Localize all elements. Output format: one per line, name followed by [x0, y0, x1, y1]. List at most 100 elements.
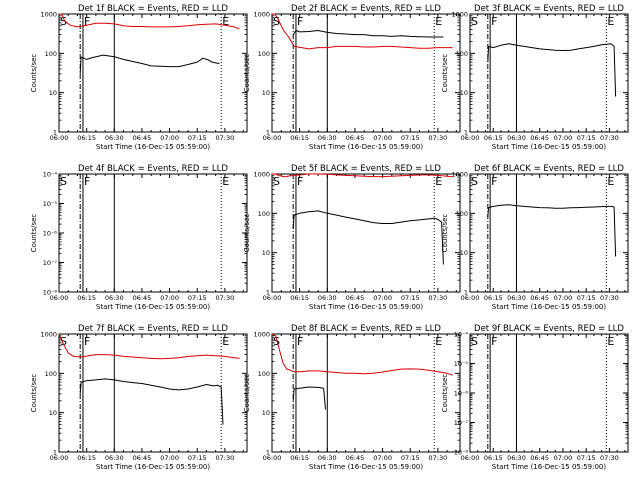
x-tick-label: 06:15: [77, 294, 96, 302]
x-tick-label: 07:00: [554, 294, 573, 302]
plot-frame: [271, 333, 461, 453]
marker-e: E: [607, 15, 614, 28]
x-tick-label: 06:45: [346, 294, 365, 302]
series-events-line: [292, 210, 444, 265]
x-tick-label: 06:45: [530, 454, 549, 462]
y-tick-label: 1: [53, 129, 57, 137]
x-tick-label: 06:30: [105, 134, 124, 142]
x-tick-label: 06:15: [77, 134, 96, 142]
x-tick-label: 06:45: [133, 454, 152, 462]
y-tick-label: 10⁻⁶: [454, 390, 469, 398]
panel-det-7f: Det 7f BLACK = Events, RED = LLD 06:00 06:…: [30, 324, 248, 471]
x-axis-label: Start Time (16-Dec-15 05:59:00): [492, 143, 606, 151]
x-tick-label: 07:15: [577, 454, 596, 462]
y-tick-label: 10⁻⁸: [454, 449, 469, 457]
marker-f: F: [84, 335, 90, 348]
y-tick-label: 1000: [451, 11, 468, 19]
x-tick-label: 07:30: [216, 134, 235, 142]
series-lld-line: [271, 333, 453, 376]
y-tick-label: 1: [464, 289, 468, 297]
x-tick-label: 06:00: [461, 134, 480, 142]
panel-title: Det 4f BLACK = Events, RED = LLD: [78, 164, 228, 174]
y-axis-label: Counts/sec: [30, 214, 38, 253]
marker-s: S: [273, 175, 280, 188]
y-tick-label: 10⁻⁶: [43, 230, 58, 238]
y-tick-label: 10⁻⁵: [454, 360, 469, 368]
marker-s: S: [471, 335, 478, 348]
plot-frame: [469, 173, 629, 293]
x-axis-label: Start Time (16-Dec-15 05:59:00): [96, 143, 210, 151]
y-tick-label: 1000: [253, 11, 270, 19]
y-tick-label: 1000: [451, 171, 468, 179]
x-tick-label: 06:15: [484, 134, 503, 142]
y-tick-label: 1: [464, 129, 468, 137]
x-axis-label: Start Time (16-Dec-15 05:59:00): [309, 303, 423, 311]
y-tick-label: 10⁻⁴: [43, 171, 58, 179]
y-tick-label: 1: [266, 129, 270, 137]
x-axis-label: Start Time (16-Dec-15 05:59:00): [96, 463, 210, 471]
x-tick-label: 07:00: [373, 294, 392, 302]
marker-s: S: [60, 15, 67, 28]
x-tick-label: 07:15: [401, 134, 420, 142]
marker-f: F: [491, 15, 497, 28]
series-lld-line: [272, 13, 453, 50]
y-tick-label: 10⁻⁵: [43, 200, 58, 208]
panel-det-1f: Det 1f BLACK = Events, RED = LLD 06:00 06:…: [30, 4, 248, 151]
panel-det-2f: Det 2f BLACK = Events, RED = LLD 06:00 06:…: [243, 4, 461, 151]
y-tick-label: 1000: [253, 331, 270, 339]
marker-f: F: [297, 175, 303, 188]
x-tick-label: 06:15: [484, 294, 503, 302]
x-tick-label: 07:30: [600, 134, 619, 142]
panel-det-4f: Det 4f BLACK = Events, RED = LLD 06:00 06:…: [30, 164, 248, 311]
x-tick-label: 06:45: [346, 454, 365, 462]
marker-s: S: [471, 15, 478, 28]
x-tick-label: 06:00: [461, 454, 480, 462]
panel-title: Det 2f BLACK = Events, RED = LLD: [291, 4, 441, 14]
y-tick-label: 100: [456, 50, 468, 58]
x-axis-label: Start Time (16-Dec-15 05:59:00): [309, 463, 423, 471]
x-tick-label: 06:00: [50, 134, 69, 142]
x-tick-label: 06:00: [50, 454, 69, 462]
x-tick-label: 06:30: [507, 294, 526, 302]
marker-e: E: [435, 15, 442, 28]
x-tick-label: 07:15: [577, 294, 596, 302]
y-axis-label: Counts/sec: [441, 374, 449, 413]
panel-det-6f: Det 6f BLACK = Events, RED = LLD 06:00 06:…: [441, 164, 629, 311]
x-tick-label: 06:30: [105, 294, 124, 302]
y-tick-label: 10: [49, 409, 57, 417]
y-axis-label: Counts/sec: [243, 214, 251, 253]
series-events-line: [292, 30, 444, 38]
x-tick-label: 07:15: [188, 134, 207, 142]
x-tick-label: 06:30: [318, 134, 337, 142]
x-axis-label: Start Time (16-Dec-15 05:59:00): [492, 303, 606, 311]
plot-frame: [58, 13, 248, 133]
y-tick-label: 100: [45, 370, 57, 378]
y-axis-label: Counts/sec: [30, 54, 38, 93]
y-axis-label: Counts/sec: [243, 54, 251, 93]
y-tick-label: 10⁻⁷: [454, 419, 469, 427]
x-tick-label: 07:00: [554, 134, 573, 142]
x-tick-label: 07:30: [600, 454, 619, 462]
x-tick-label: 06:30: [507, 134, 526, 142]
x-tick-label: 07:30: [600, 294, 619, 302]
panel-det-5f: Det 5f BLACK = Events, RED = LLD 06:00 06:…: [243, 164, 461, 311]
x-tick-label: 06:00: [263, 294, 282, 302]
plot-frame: [271, 173, 461, 293]
marker-e: E: [222, 335, 229, 348]
y-tick-label: 10⁻⁸: [43, 289, 58, 297]
marker-e: E: [435, 175, 442, 188]
series-events-line: [487, 43, 617, 97]
marker-s: S: [60, 335, 67, 348]
series-lld-line: [58, 333, 240, 360]
x-tick-label: 07:15: [188, 294, 207, 302]
marker-e: E: [222, 15, 229, 28]
marker-f: F: [491, 175, 497, 188]
y-tick-label: 1: [266, 449, 270, 457]
marker-s: S: [273, 335, 280, 348]
marker-s: S: [273, 15, 280, 28]
plot-frame: [271, 13, 461, 133]
y-tick-label: 100: [45, 50, 57, 58]
y-tick-label: 100: [258, 50, 270, 58]
x-tick-label: 06:00: [461, 294, 480, 302]
x-tick-label: 07:15: [577, 134, 596, 142]
